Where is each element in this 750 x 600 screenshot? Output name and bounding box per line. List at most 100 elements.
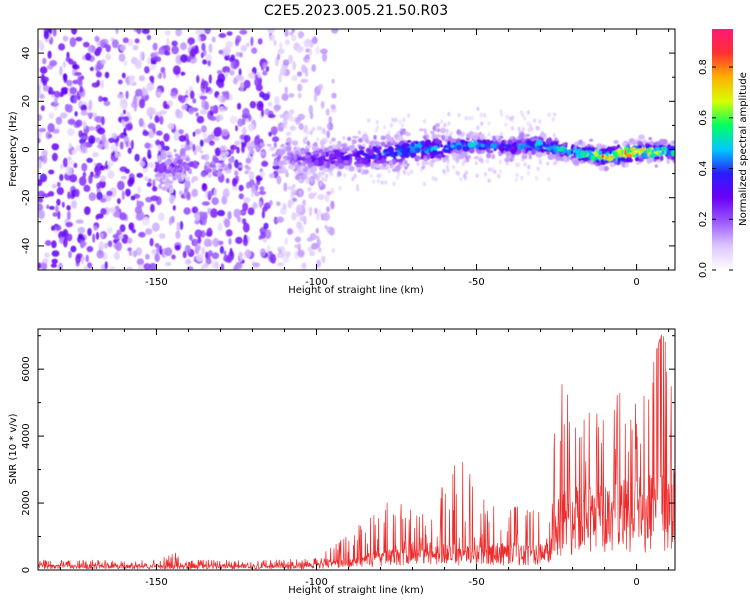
spectrogram-cell bbox=[158, 167, 165, 174]
spectrogram-cell bbox=[329, 140, 333, 145]
spectrogram-cell bbox=[279, 114, 286, 119]
spectrogram-cell bbox=[180, 144, 185, 149]
spectrogram-cell bbox=[423, 119, 427, 124]
spectrogram-cell bbox=[507, 139, 513, 146]
spectrogram-cell bbox=[193, 150, 197, 156]
spectrogram-cell bbox=[324, 177, 328, 183]
spectrogram-cell bbox=[41, 261, 48, 270]
spectrogram-cell bbox=[324, 193, 330, 203]
spectrogram-cell bbox=[396, 144, 401, 150]
spectrogram-cell bbox=[471, 135, 479, 141]
spectrogram-cell bbox=[67, 118, 76, 125]
spectrogram-cell bbox=[99, 39, 106, 48]
spectrogram-cell bbox=[106, 227, 113, 234]
spectrogram-cell bbox=[154, 253, 160, 263]
spectrogram-cell bbox=[433, 145, 439, 150]
spectrogram-cell bbox=[288, 93, 295, 98]
spectrogram-cell bbox=[132, 96, 138, 105]
spectrogram-cell bbox=[171, 40, 178, 47]
spectrogram-cell bbox=[207, 250, 213, 257]
spectrogram-cell bbox=[215, 261, 220, 270]
spectrogram-cell bbox=[119, 44, 127, 52]
spectrogram-cell bbox=[51, 240, 57, 249]
spectrogram-cell bbox=[38, 159, 42, 169]
spectrogram-cell bbox=[114, 146, 119, 154]
spectrogram-cell bbox=[207, 173, 212, 178]
spectrogram-cell bbox=[267, 113, 276, 119]
spectrogram-cell bbox=[446, 136, 453, 142]
spectrogram-cell bbox=[464, 170, 468, 175]
spectrogram-cell bbox=[201, 201, 210, 206]
spectrogram-cell bbox=[578, 139, 583, 145]
spectrogram-cell bbox=[217, 73, 226, 83]
spectrogram-cell bbox=[302, 128, 306, 134]
spectrogram-cell bbox=[149, 238, 154, 247]
spectrogram-cell bbox=[632, 154, 637, 158]
spectrogram-cell bbox=[83, 265, 89, 270]
spectrogram-cell bbox=[228, 158, 235, 163]
y-tick-label: 2000 bbox=[21, 490, 32, 515]
spectrogram-cell bbox=[429, 159, 433, 165]
spectrogram-cell bbox=[397, 135, 404, 142]
spectrogram-cell bbox=[447, 121, 451, 126]
spectrogram-cell bbox=[136, 172, 143, 178]
spectrogram-cell bbox=[186, 138, 190, 146]
spectrogram-cell bbox=[500, 131, 504, 137]
spectrogram-cell bbox=[459, 139, 466, 144]
spectrogram-cell bbox=[299, 215, 306, 222]
spectrogram-cell bbox=[210, 105, 215, 112]
spectrogram-cell bbox=[163, 145, 170, 152]
spectrogram-cell bbox=[380, 141, 386, 147]
spectrogram-cell bbox=[315, 227, 319, 234]
spectrogram-cell bbox=[224, 55, 230, 61]
snr-panel: -150 -100 -50 0 0 2000 4000 6000 Height of str… bbox=[8, 328, 676, 596]
spectrogram-cell bbox=[159, 110, 168, 115]
spectrogram-cell bbox=[276, 252, 285, 259]
spectrogram-cell bbox=[392, 181, 396, 186]
spectrogram-cell bbox=[203, 211, 208, 220]
spectrogram-cell bbox=[213, 104, 219, 114]
spectrogram-cell bbox=[508, 116, 513, 121]
spectrogram-cell bbox=[85, 254, 90, 263]
spectrogram-cell bbox=[628, 157, 633, 163]
spectrogram-cell bbox=[295, 174, 300, 181]
spectrogram-cell bbox=[205, 257, 212, 265]
spectrogram-cell bbox=[535, 125, 539, 131]
spectrogram-cell bbox=[147, 123, 156, 129]
spectrogram-cell bbox=[47, 50, 52, 59]
spectrogram-cell bbox=[552, 133, 556, 138]
spectrogram-cell bbox=[358, 137, 363, 143]
spectrogram-cell bbox=[42, 76, 49, 83]
spectrogram-cell bbox=[297, 71, 302, 77]
spectrogram-cell bbox=[305, 48, 311, 53]
spectrogram-cell bbox=[589, 138, 594, 142]
spectrogram-cell bbox=[44, 252, 50, 258]
spectrogram-cell bbox=[311, 242, 319, 250]
spectrogram-cell bbox=[278, 249, 282, 254]
spectrogram-cell bbox=[512, 141, 518, 148]
spectrogram-cell bbox=[638, 134, 645, 140]
spectrogram-cell bbox=[337, 170, 342, 177]
spectrogram-cell bbox=[294, 244, 301, 249]
spectrogram-cell bbox=[188, 39, 193, 46]
spectrogram-cell bbox=[604, 148, 609, 153]
spectrogram-cell bbox=[205, 251, 209, 260]
spectrogram-cell bbox=[603, 165, 609, 172]
spectrogram-cell bbox=[550, 142, 554, 147]
spectrogram-cell bbox=[113, 251, 120, 260]
spectrogram-cell bbox=[156, 246, 160, 254]
spectrogram-cell bbox=[236, 146, 240, 154]
spectrogram-cell bbox=[99, 165, 106, 171]
spectrogram-cell bbox=[378, 173, 383, 178]
spectrogram-cell bbox=[196, 115, 205, 124]
spectrogram-cell bbox=[135, 247, 143, 256]
spectrogram-cell bbox=[309, 251, 316, 257]
spectrogram-cell bbox=[410, 169, 414, 175]
spectrogram-cell bbox=[378, 146, 382, 150]
spectrogram-cell bbox=[224, 71, 229, 78]
spectrogram-cell bbox=[445, 128, 449, 134]
spectrogram-cell bbox=[166, 160, 170, 166]
spectrogram-cell bbox=[476, 125, 480, 130]
spectrogram-cell bbox=[204, 101, 210, 111]
spectrogram-cell bbox=[298, 153, 302, 157]
